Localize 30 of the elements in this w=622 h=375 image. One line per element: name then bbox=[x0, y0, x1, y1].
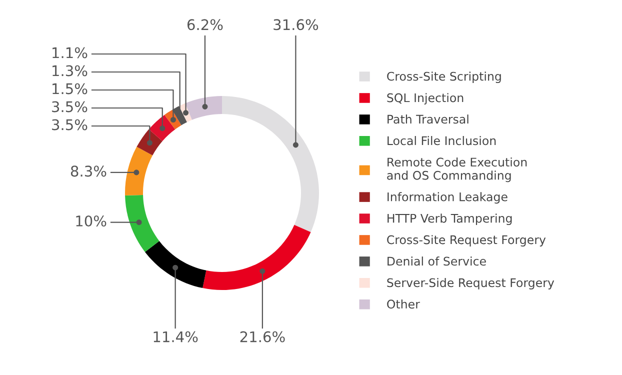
data-label: 1.5% bbox=[52, 83, 88, 94]
donut-slice bbox=[125, 146, 153, 196]
legend-label: Information Leakage bbox=[388, 192, 508, 204]
donut-slice bbox=[222, 96, 319, 232]
data-label: 11.4% bbox=[154, 331, 198, 342]
legend-label: Server-Side Request Forgery bbox=[387, 278, 554, 290]
data-label: 6.2% bbox=[187, 19, 223, 30]
donut-slice bbox=[185, 96, 222, 120]
data-label: 31.6% bbox=[274, 19, 318, 30]
data-label: 1.3% bbox=[52, 65, 88, 76]
legend-label: Cross-Site Scripting bbox=[387, 72, 501, 84]
data-label: 1.1% bbox=[52, 47, 88, 58]
legend-label: HTTP Verb Tampering bbox=[388, 214, 512, 226]
legend-label: Cross-Site Request Forgery bbox=[387, 235, 546, 246]
data-label: 8.3% bbox=[70, 166, 106, 177]
data-label: 21.6% bbox=[240, 331, 285, 342]
donut-slice bbox=[144, 241, 206, 288]
donut-slice bbox=[148, 114, 176, 142]
legend-label: SQL Injection bbox=[387, 93, 464, 105]
data-label: 3.5% bbox=[52, 101, 88, 112]
legend-label: Local File Inclusion bbox=[388, 136, 496, 146]
data-label: 3.5% bbox=[52, 119, 88, 130]
legend-label: Other bbox=[387, 299, 420, 309]
legend-label: Remote Code Execution and OS Commanding bbox=[387, 157, 527, 182]
donut-slice bbox=[202, 224, 311, 290]
donut-slice bbox=[136, 129, 162, 156]
legend-label: Denial of Service bbox=[388, 256, 486, 266]
donut-slice bbox=[125, 194, 160, 252]
data-label: 10% bbox=[76, 215, 106, 227]
legend-label: Path Traversal bbox=[388, 114, 468, 124]
